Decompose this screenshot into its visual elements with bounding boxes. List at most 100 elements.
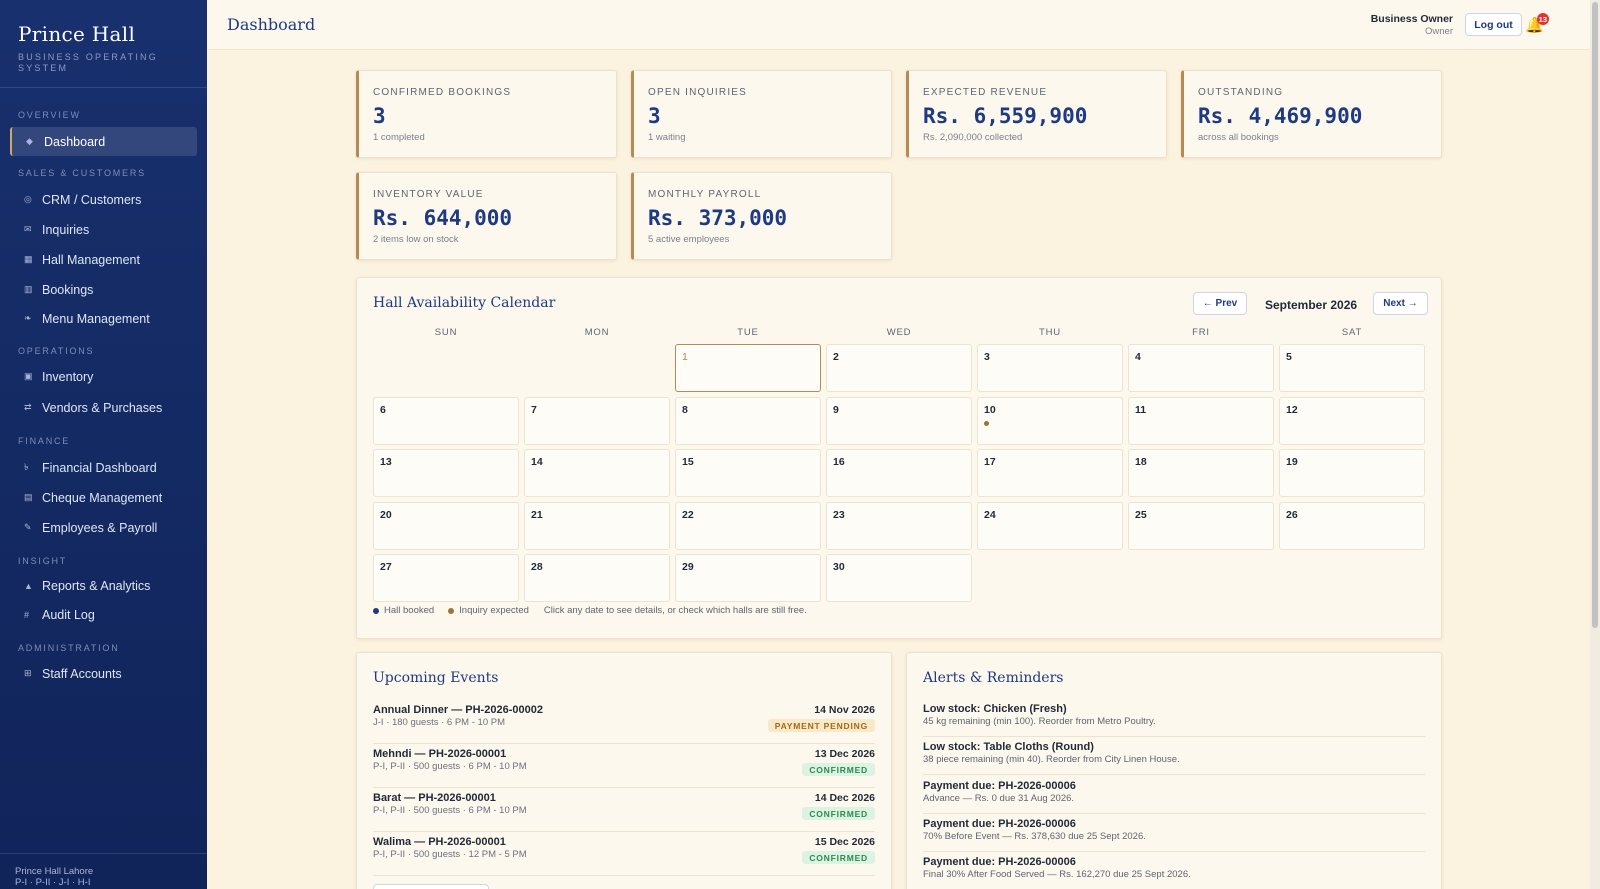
calendar-weekday-header: MON xyxy=(584,327,610,338)
alert-item[interactable]: Payment due: PH-2026-00006 Final 30% Aft… xyxy=(923,856,1425,889)
calendar-day-cell[interactable]: 9 xyxy=(826,396,972,445)
calendar-day-cell[interactable]: 23 xyxy=(826,501,972,550)
calendar-day-cell[interactable]: 27 xyxy=(373,554,519,602)
event-item[interactable]: Annual Dinner — PH-2026-00002 J-I · 180 … xyxy=(373,704,875,744)
calendar-day-cell[interactable]: 16 xyxy=(826,449,972,497)
sidebar-item-label: Employees & Payroll xyxy=(42,520,158,535)
calendar-day-number: 10 xyxy=(984,403,996,416)
alerts-title: Alerts & Reminders xyxy=(923,670,1064,686)
calendar-day-cell[interactable]: 12 xyxy=(1279,396,1425,445)
calendar-day-cell[interactable]: 2 xyxy=(826,344,972,392)
event-item[interactable]: Walima — PH-2026-00001 P-I, P-II · 500 g… xyxy=(373,836,875,876)
calendar-day-cell[interactable]: 10 xyxy=(977,396,1123,445)
alert-title: Low stock: Table Cloths (Round) xyxy=(923,741,1094,753)
stat-subtext: 1 completed xyxy=(373,132,425,143)
calendar-day-number: 12 xyxy=(1286,403,1298,416)
alert-item[interactable]: Payment due: PH-2026-00006 70% Before Ev… xyxy=(923,818,1425,852)
calendar-day-cell[interactable]: 15 xyxy=(675,449,821,497)
calendar-day-number: 6 xyxy=(380,403,386,416)
sidebar-footer-venue: Prince Hall Lahore xyxy=(15,866,94,877)
hash-icon: # xyxy=(24,609,30,620)
sidebar-item-vendors[interactable]: ⇄ Vendors & Purchases xyxy=(10,393,197,422)
calendar-day-number: 27 xyxy=(380,561,392,573)
calendar-day-cell[interactable]: 20 xyxy=(373,501,519,550)
calendar-day-cell[interactable]: 14 xyxy=(524,449,670,497)
calendar-day-cell[interactable]: 29 xyxy=(675,554,821,602)
calendar-day-cell[interactable]: 21 xyxy=(524,501,670,550)
alert-item[interactable]: Low stock: Chicken (Fresh) 45 kg remaini… xyxy=(923,703,1425,737)
stat-card-inventory-value: INVENTORY VALUE Rs. 644,000 2 items low … xyxy=(356,172,617,260)
event-item[interactable]: Barat — PH-2026-00001 P-I, P-II · 500 gu… xyxy=(373,792,875,832)
event-item[interactable]: Mehndi — PH-2026-00001 P-I, P-II · 500 g… xyxy=(373,748,875,788)
event-meta: P-I, P-II · 500 guests · 6 PM - 10 PM xyxy=(373,761,527,772)
calendar-next-button[interactable]: Next → xyxy=(1373,292,1428,315)
sidebar-item-crm[interactable]: ◎ CRM / Customers xyxy=(10,185,197,214)
view-all-events-button[interactable] xyxy=(373,884,489,889)
calendar-day-cell[interactable]: 24 xyxy=(977,501,1123,550)
calendar-prev-button[interactable]: ← Prev xyxy=(1193,292,1247,315)
sidebar-item-audit-log[interactable]: # Audit Log xyxy=(10,600,197,629)
calendar-day-cell[interactable]: 3 xyxy=(977,344,1123,392)
stat-card-monthly-payroll: MONTHLY PAYROLL Rs. 373,000 5 active emp… xyxy=(631,172,892,260)
sidebar-footer: Prince Hall Lahore P-I · P-II · J-I · H-… xyxy=(0,853,207,889)
inquiry-dot-icon xyxy=(448,607,455,614)
stat-subtext: 5 active employees xyxy=(648,234,730,245)
sidebar-item-reports-analytics[interactable]: ▲ Reports & Analytics xyxy=(10,571,197,600)
sidebar-item-hall-management[interactable]: ▦ Hall Management xyxy=(10,245,197,274)
calendar-day-cell[interactable]: 5 xyxy=(1279,344,1425,392)
nav-section-overview: OVERVIEW xyxy=(18,110,81,120)
user-role: Owner xyxy=(1425,26,1453,37)
calendar-day-cell[interactable]: 6 xyxy=(373,396,519,445)
alerts-panel: Alerts & Reminders Low stock: Chicken (F… xyxy=(906,652,1442,889)
calendar-day-number: 19 xyxy=(1286,456,1298,468)
sidebar-item-employees-payroll[interactable]: ✎ Employees & Payroll xyxy=(10,513,197,542)
logout-button[interactable]: Log out xyxy=(1465,13,1522,36)
stat-value: Rs. 373,000 xyxy=(648,206,788,230)
calendar-day-cell[interactable]: 11 xyxy=(1128,396,1274,445)
calendar-day-cell[interactable]: 30 xyxy=(826,554,972,602)
calendar-day-number: 26 xyxy=(1286,508,1298,521)
calendar-day-number: 16 xyxy=(833,456,845,468)
calendar-day-cell[interactable]: 7 xyxy=(524,396,670,445)
sidebar-item-label: Inquiries xyxy=(42,222,90,237)
page-scrollbar[interactable] xyxy=(1590,0,1600,889)
sidebar-item-menu-management[interactable]: ❧ Menu Management xyxy=(10,304,197,333)
calendar-day-cell[interactable]: 13 xyxy=(373,449,519,497)
sidebar-item-inventory[interactable]: ▣ Inventory xyxy=(10,362,197,391)
event-date: 14 Nov 2026 xyxy=(814,704,875,716)
sidebar-item-bookings[interactable]: ▥ Bookings xyxy=(10,275,197,304)
alert-text: 38 piece remaining (min 40). Reorder fro… xyxy=(923,754,1180,765)
calendar-day-number: 17 xyxy=(984,456,996,468)
scrollbar-thumb[interactable] xyxy=(1592,2,1598,628)
sidebar-item-dashboard[interactable]: ◆ Dashboard xyxy=(10,127,197,156)
calendar-day-cell[interactable]: 1 xyxy=(675,344,821,392)
calendar-day-cell[interactable]: 17 xyxy=(977,449,1123,497)
calendar-icon: ▥ xyxy=(24,284,33,294)
calendar-day-number: 15 xyxy=(682,456,694,468)
calendar-day-number: 30 xyxy=(833,561,845,573)
calendar-day-cell[interactable]: 25 xyxy=(1128,501,1274,550)
alert-title: Low stock: Chicken (Fresh) xyxy=(923,703,1067,715)
calendar-day-cell[interactable]: 26 xyxy=(1279,501,1425,550)
calendar-day-cell[interactable]: 19 xyxy=(1279,449,1425,497)
calendar-day-cell[interactable]: 8 xyxy=(675,396,821,445)
alert-item[interactable]: Payment due: PH-2026-00006 Advance — Rs.… xyxy=(923,780,1425,814)
sidebar-item-inquiries[interactable]: ✉ Inquiries xyxy=(10,215,197,244)
sidebar-item-label: Financial Dashboard xyxy=(42,460,157,475)
stat-label: EXPECTED REVENUE xyxy=(923,87,1048,98)
calendar-day-number: 23 xyxy=(833,508,845,521)
brand-subtitle: BUSINESS OPERATING SYSTEM xyxy=(18,52,158,73)
sidebar-item-financial-dashboard[interactable]: ৳ Financial Dashboard xyxy=(10,453,197,482)
calendar-day-cell[interactable]: 4 xyxy=(1128,344,1274,392)
stat-subtext: 1 waiting xyxy=(648,132,686,143)
sidebar-item-staff-accounts[interactable]: ⊞ Staff Accounts xyxy=(10,659,197,688)
event-title: Mehndi — PH-2026-00001 xyxy=(373,748,507,760)
calendar-day-cell[interactable]: 18 xyxy=(1128,449,1274,497)
calendar-day-cell[interactable]: 22 xyxy=(675,501,821,550)
user-info: Business Owner Owner xyxy=(1371,13,1453,37)
calendar-day-cell[interactable]: 28 xyxy=(524,554,670,602)
alert-item[interactable]: Low stock: Table Cloths (Round) 38 piece… xyxy=(923,741,1425,775)
exchange-icon: ⇄ xyxy=(24,402,32,412)
diamond-icon: ◆ xyxy=(26,136,33,146)
sidebar-item-cheque-management[interactable]: ▤ Cheque Management xyxy=(10,483,197,512)
